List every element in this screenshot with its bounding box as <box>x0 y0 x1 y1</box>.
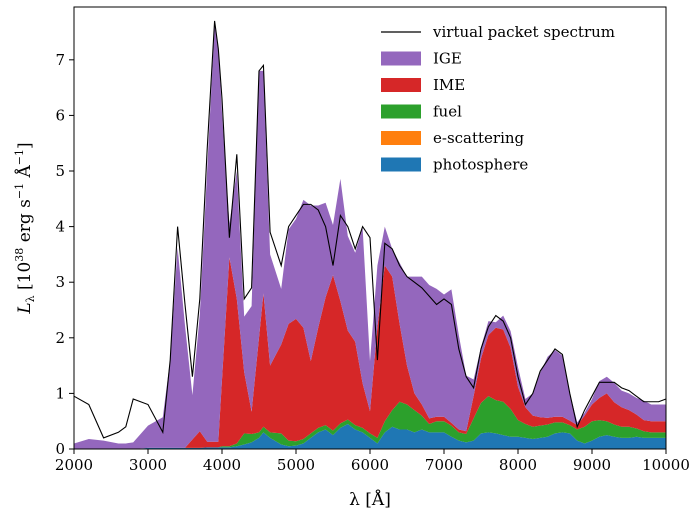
legend-swatch-ige <box>381 51 421 66</box>
x-axis-title: λ [Å] <box>349 489 391 510</box>
x-tick-label: 3000 <box>129 456 167 474</box>
x-tick-label: 10000 <box>642 456 689 474</box>
x-axis-ticks: 2000 3000 4000 5000 6000 7000 8000 9000 10000 <box>55 449 689 474</box>
legend-label-fuel: fuel <box>433 103 462 121</box>
area-photosphere <box>74 423 666 449</box>
legend-swatch-photosphere <box>381 157 421 172</box>
y-tick-label: 6 <box>55 106 65 124</box>
y-tick-label: 2 <box>55 329 65 347</box>
stacked-areas <box>74 24 666 449</box>
y-tick-label: 0 <box>55 440 65 458</box>
y-tick-label: 4 <box>55 218 65 236</box>
virtual-packet-spectrum-line <box>73 20 667 439</box>
x-tick-label: 8000 <box>499 456 537 474</box>
legend-label-ime: IME <box>433 76 465 94</box>
legend: virtual packet spectrum IGE IME fuel e-scatt… <box>381 23 615 174</box>
area-ige <box>74 24 666 449</box>
y-axis-ticks: 0 1 2 3 4 5 6 7 <box>55 51 74 458</box>
x-tick-label: 9000 <box>573 456 611 474</box>
x-tick-label: 7000 <box>425 456 463 474</box>
legend-swatch-fuel <box>381 104 421 119</box>
x-tick-label: 2000 <box>55 456 93 474</box>
y-tick-label: 1 <box>55 384 65 402</box>
y-tick-label: 3 <box>55 273 65 291</box>
x-tick-label: 5000 <box>277 456 315 474</box>
y-axis-title: Lλ [1038 erg s−1 Å−1] <box>13 142 37 314</box>
legend-label-photosphere: photosphere <box>433 156 528 174</box>
area-fuel <box>74 396 666 449</box>
legend-swatch-ime <box>381 78 421 92</box>
x-tick-label: 6000 <box>351 456 389 474</box>
y-tick-label: 7 <box>55 51 65 69</box>
y-tick-label: 5 <box>55 162 65 180</box>
legend-label-virtual-packet-spectrum: virtual packet spectrum <box>432 23 615 41</box>
area-ime <box>74 257 666 449</box>
legend-label-e-scattering: e-scattering <box>433 129 525 147</box>
legend-label-ige: IGE <box>433 50 462 68</box>
x-tick-label: 4000 <box>203 456 241 474</box>
legend-swatch-e-scattering <box>381 131 421 145</box>
